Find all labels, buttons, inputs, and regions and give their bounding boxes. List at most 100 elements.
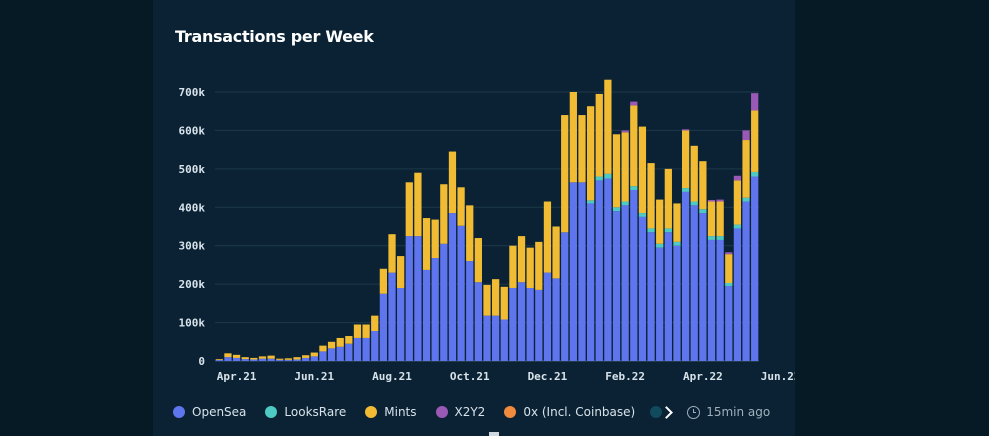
bar-segment-mints[interactable]	[483, 284, 491, 316]
bar-segment-opensea[interactable]	[293, 359, 301, 361]
bar-segment-mints[interactable]	[543, 201, 552, 273]
bar-segment-opensea[interactable]	[362, 337, 370, 361]
bar-segment-opensea[interactable]	[612, 211, 621, 361]
bar-segment-opensea[interactable]	[405, 236, 413, 361]
bar-segment-mints[interactable]	[232, 354, 241, 358]
bar-segment-mints[interactable]	[552, 226, 560, 279]
scroll-indicator[interactable]	[489, 432, 499, 436]
bar-segment-x2y2[interactable]	[716, 199, 724, 202]
bar-segment-looksrare[interactable]	[699, 209, 707, 214]
bar-segment-mints[interactable]	[535, 241, 543, 290]
bar-segment-mints[interactable]	[431, 219, 439, 259]
bar-segment-looksrare[interactable]	[673, 241, 681, 246]
bar-segment-opensea[interactable]	[751, 176, 759, 361]
bar-segment-mints[interactable]	[293, 357, 301, 360]
bar-segment-mints[interactable]	[457, 187, 465, 226]
bar-segment-mints[interactable]	[414, 172, 422, 237]
bar-segment-mints[interactable]	[664, 168, 672, 229]
bar-segment-opensea[interactable]	[258, 358, 267, 361]
bar-segment-looksrare[interactable]	[612, 207, 621, 212]
bar-segment-opensea[interactable]	[232, 357, 241, 361]
bar-segment-looksrare[interactable]	[733, 224, 742, 229]
bar-segment-mints[interactable]	[284, 358, 293, 360]
bar-segment-mints[interactable]	[725, 254, 733, 283]
bar-segment-opensea[interactable]	[656, 247, 664, 361]
bar-segment-opensea[interactable]	[621, 205, 629, 361]
bar-segment-mints[interactable]	[267, 355, 275, 359]
bar-segment-mints[interactable]	[327, 341, 336, 349]
bar-segment-mints[interactable]	[638, 126, 647, 214]
legend-item-0x[interactable]: 0x (Incl. Coinbase)	[504, 405, 635, 419]
bar-segment-mints[interactable]	[241, 357, 249, 360]
bar-segment-mints[interactable]	[310, 352, 318, 357]
bar-segment-opensea[interactable]	[500, 319, 508, 362]
bar-segment-opensea[interactable]	[699, 213, 707, 361]
bar-segment-mints[interactable]	[578, 115, 586, 183]
bar-segment-looksrare[interactable]	[681, 188, 690, 192]
bar-segment-opensea[interactable]	[492, 315, 500, 361]
bar-segment-mints[interactable]	[224, 353, 232, 358]
bar-segment-mints[interactable]	[647, 163, 655, 229]
bar-segment-mints[interactable]	[707, 201, 716, 237]
bar-segment-mints[interactable]	[422, 218, 431, 270]
bar-segment-opensea[interactable]	[509, 287, 517, 361]
bar-segment-opensea[interactable]	[543, 272, 552, 361]
bar-segment-looksrare[interactable]	[586, 200, 595, 204]
bar-segment-opensea[interactable]	[474, 282, 482, 361]
bar-segment-mints[interactable]	[595, 93, 603, 177]
bar-segment-opensea[interactable]	[733, 228, 742, 361]
bar-segment-mints[interactable]	[517, 236, 526, 283]
bar-segment-mints[interactable]	[673, 203, 681, 242]
bar-segment-mints[interactable]	[336, 337, 344, 347]
bar-segment-mints[interactable]	[621, 132, 629, 202]
bar-segment-mints[interactable]	[586, 106, 595, 201]
bar-segment-opensea[interactable]	[466, 261, 474, 361]
bar-segment-opensea[interactable]	[388, 272, 396, 361]
bar-segment-opensea[interactable]	[526, 287, 534, 361]
bar-segment-mints[interactable]	[258, 356, 267, 359]
bar-segment-x2y2[interactable]	[751, 93, 759, 111]
bar-segment-mints[interactable]	[604, 79, 612, 174]
bar-segment-opensea[interactable]	[267, 358, 275, 361]
bar-segment-mints[interactable]	[474, 238, 482, 283]
bar-segment-mints[interactable]	[561, 115, 569, 233]
bar-segment-x2y2[interactable]	[733, 175, 742, 181]
bar-segment-opensea[interactable]	[647, 232, 655, 361]
bar-segment-mints[interactable]	[699, 161, 707, 210]
bar-segment-opensea[interactable]	[448, 213, 457, 361]
bar-segment-opensea[interactable]	[276, 359, 284, 361]
bar-segment-looksrare[interactable]	[604, 173, 612, 179]
bar-segment-looksrare[interactable]	[725, 282, 733, 287]
bar-segment-mints[interactable]	[492, 279, 500, 316]
bar-segment-x2y2[interactable]	[707, 199, 716, 202]
bar-segment-mints[interactable]	[353, 324, 362, 338]
bar-segment-x2y2[interactable]	[725, 252, 733, 255]
bar-segment-looksrare[interactable]	[656, 243, 664, 248]
bar-segment-looksrare[interactable]	[751, 171, 759, 177]
bar-segment-mints[interactable]	[742, 140, 750, 198]
bar-segment-opensea[interactable]	[457, 225, 465, 361]
bar-segment-mints[interactable]	[405, 182, 413, 237]
bar-segment-opensea[interactable]	[379, 293, 387, 361]
bar-segment-opensea[interactable]	[431, 258, 439, 361]
bar-segment-opensea[interactable]	[578, 182, 586, 361]
bar-segment-x2y2[interactable]	[621, 130, 629, 133]
bar-segment-x2y2[interactable]	[630, 101, 638, 106]
bar-segment-mints[interactable]	[371, 315, 379, 332]
bar-segment-opensea[interactable]	[569, 182, 577, 361]
bar-segment-opensea[interactable]	[241, 359, 249, 361]
bar-segment-mints[interactable]	[751, 110, 759, 172]
bar-segment-mints[interactable]	[656, 199, 664, 244]
bar-segment-opensea[interactable]	[604, 178, 612, 361]
bar-segment-mints[interactable]	[250, 357, 258, 360]
bar-segment-opensea[interactable]	[483, 315, 491, 361]
bar-segment-mints[interactable]	[362, 324, 370, 338]
legend-item-mints[interactable]: Mints	[365, 405, 417, 419]
bar-segment-opensea[interactable]	[742, 201, 750, 361]
bar-segment-opensea[interactable]	[716, 239, 724, 361]
bar-segment-opensea[interactable]	[327, 348, 336, 361]
bar-segment-mints[interactable]	[733, 180, 742, 225]
bar-segment-mints[interactable]	[569, 92, 577, 183]
bar-segment-mints[interactable]	[345, 336, 353, 344]
legend-item-opensea[interactable]: OpenSea	[173, 405, 246, 419]
